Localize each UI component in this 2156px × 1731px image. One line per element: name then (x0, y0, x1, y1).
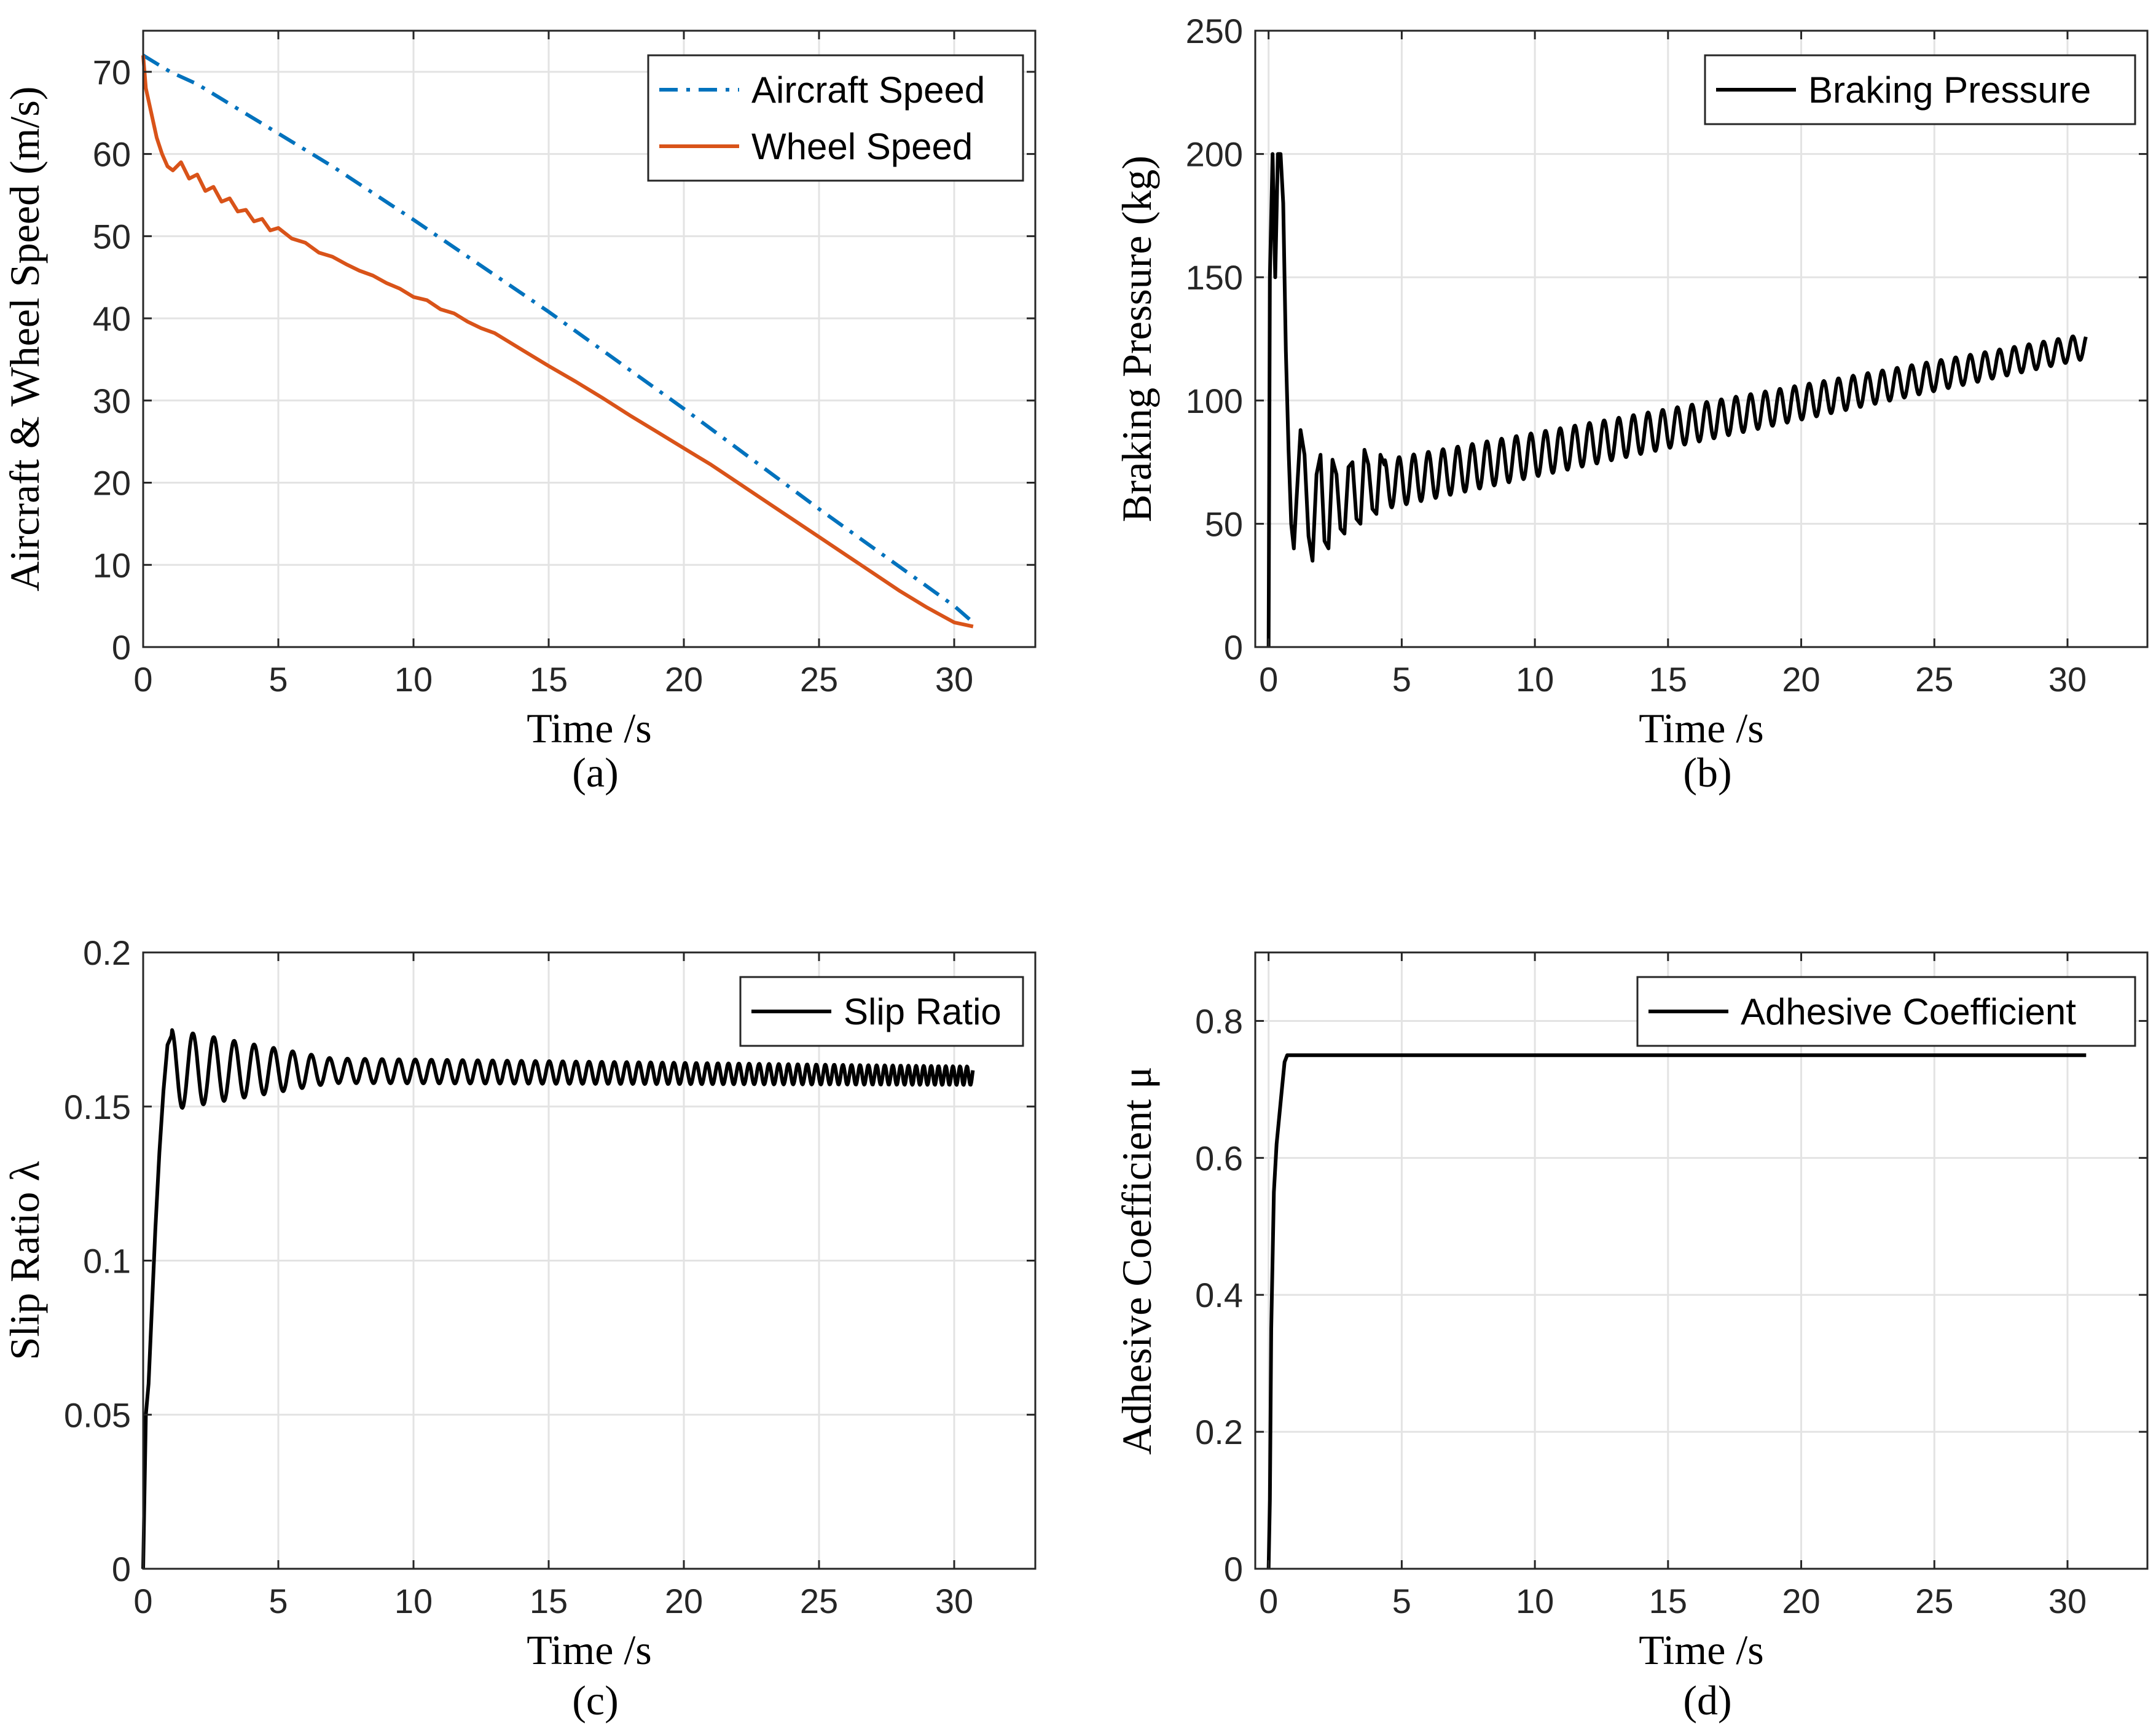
y-axis-title: Aircraft & Wheel Speed (m/s) (1, 86, 48, 591)
x-tick-label: 10 (1516, 1582, 1554, 1620)
x-tick-label: 0 (1259, 1582, 1278, 1620)
y-axis-title: Braking Pressure (kg) (1113, 155, 1160, 522)
y-tick-label: 0.1 (83, 1242, 131, 1281)
y-tick-label: 60 (93, 135, 131, 174)
y-tick-label: 0.05 (64, 1395, 131, 1434)
y-tick-label: 250 (1186, 12, 1243, 50)
x-tick-label: 15 (530, 1582, 568, 1620)
chart-panel-b: 0 5 10 15 20 25 30 0 50 100 150 200 250 Time /s Brakin… (1113, 12, 2149, 796)
panel-label: (a) (572, 749, 618, 796)
y-tick-label: 20 (93, 464, 131, 503)
x-tick-label: 20 (1782, 660, 1820, 699)
legend-label: Slip Ratio (844, 991, 1002, 1032)
x-tick-label: 15 (1649, 1582, 1687, 1620)
legend-label: Adhesive Coefficient (1741, 991, 2076, 1032)
legend-label: Aircraft Speed (751, 69, 985, 111)
x-tick-label: 20 (1782, 1582, 1820, 1620)
axes-frame (1254, 29, 2149, 648)
y-tick-label: 50 (93, 217, 131, 256)
x-axis-title: Time /s (1639, 1627, 1763, 1673)
x-axis-title: Time /s (527, 1627, 651, 1673)
legend: Adhesive Coefficient (1636, 976, 2136, 1047)
x-tick-label: 5 (269, 1582, 288, 1620)
legend-label: Braking Pressure (1808, 69, 2091, 111)
legend: Aircraft Speed Wheel Speed (647, 54, 1024, 182)
x-axis-title: Time /s (527, 705, 651, 752)
plot-area (1255, 31, 2147, 647)
y-tick-label: 30 (93, 382, 131, 420)
y-tick-label: 0.4 (1195, 1276, 1243, 1314)
y-axis-title: Slip Ratio λ (1, 1161, 48, 1360)
panel-label: (b) (1683, 749, 1731, 796)
y-tick-label: 0 (112, 628, 131, 667)
x-tick-label: 30 (935, 1582, 973, 1620)
x-tick-label: 10 (1516, 660, 1554, 699)
chart-panel-c: 0 5 10 15 20 25 30 0 0.05 0.1 0.15 0.2 Time /s Slip R… (1, 933, 1037, 1724)
legend: Slip Ratio (739, 976, 1024, 1047)
y-tick-label: 50 (1205, 504, 1243, 543)
x-tick-label: 5 (1392, 660, 1411, 699)
y-tick-label: 0.2 (83, 933, 131, 972)
x-tick-label: 25 (800, 1582, 838, 1620)
x-tick-label: 10 (394, 1582, 433, 1620)
legend-label: Wheel Speed (751, 126, 973, 167)
y-tick-label: 10 (93, 546, 131, 584)
y-tick-label: 70 (93, 53, 131, 92)
series-line-braking-pressure (1266, 152, 2088, 648)
x-tick-label: 25 (1915, 660, 1953, 699)
x-tick-label: 15 (530, 660, 568, 699)
y-axis-title: Adhesive Coefficient μ (1113, 1067, 1160, 1455)
y-tick-label: 150 (1186, 258, 1243, 297)
x-tick-label: 30 (2048, 1582, 2087, 1620)
y-tick-label: 0.2 (1195, 1413, 1243, 1451)
chart-panel-a: 0 5 10 15 20 25 30 0 10 20 30 40 50 60 70 Time /s Aircra… (1, 29, 1037, 796)
y-tick-label: 0 (112, 1550, 131, 1588)
axes-frame (1254, 951, 2149, 1570)
panel-label: (c) (572, 1677, 618, 1724)
x-tick-label: 20 (665, 660, 703, 699)
axes-frame (142, 29, 1037, 648)
x-tick-label: 10 (394, 660, 433, 699)
series-line-wheel-speed (141, 55, 974, 629)
x-tick-label: 15 (1649, 660, 1687, 699)
y-tick-label: 0 (1224, 1550, 1243, 1588)
y-tick-label: 40 (93, 299, 131, 338)
chart-panel-d: 0 5 10 15 20 25 30 0 0.2 0.4 0.6 0.8 Time /s Adhesive… (1113, 951, 2149, 1724)
x-tick-label: 0 (133, 660, 152, 699)
series-line-aircraft-speed (142, 53, 974, 624)
x-tick-label: 20 (665, 1582, 703, 1620)
legend-box (647, 54, 1024, 182)
x-tick-label: 5 (1392, 1582, 1411, 1620)
legend: Braking Pressure (1704, 54, 2136, 125)
x-axis-title: Time /s (1639, 705, 1763, 752)
series-line-slip-ratio (141, 1028, 975, 1569)
x-tick-label: 0 (1259, 660, 1278, 699)
y-tick-label: 0.15 (64, 1088, 131, 1126)
x-tick-label: 25 (800, 660, 838, 699)
x-tick-label: 5 (269, 660, 288, 699)
y-tick-label: 100 (1186, 382, 1243, 420)
x-tick-label: 30 (2048, 660, 2087, 699)
series-line-adhesive-coefficient (1266, 1053, 2087, 1569)
y-tick-label: 0.8 (1195, 1002, 1243, 1040)
x-tick-label: 0 (133, 1582, 152, 1620)
y-tick-label: 200 (1186, 135, 1243, 174)
y-tick-label: 0 (1224, 628, 1243, 667)
x-tick-label: 25 (1915, 1582, 1953, 1620)
y-tick-label: 0.6 (1195, 1139, 1243, 1177)
panel-label: (d) (1683, 1677, 1731, 1724)
x-tick-label: 30 (935, 660, 973, 699)
